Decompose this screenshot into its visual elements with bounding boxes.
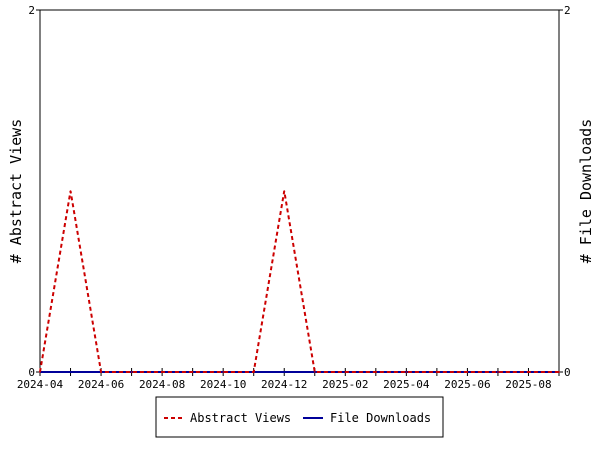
data-point-abstract-views: [375, 371, 377, 373]
data-point-abstract-views: [558, 371, 560, 373]
x-tick-label: 2024-04: [17, 378, 64, 391]
series-line-abstract-views: [39, 190, 559, 373]
series-layer: [39, 190, 560, 373]
x-tick-label: 2025-02: [322, 378, 368, 391]
data-point-abstract-views: [497, 371, 499, 373]
y-left-tick-label: 2: [28, 4, 35, 17]
legend-box: [155, 396, 444, 438]
y-right-tick-label: 2: [564, 4, 571, 17]
x-tick-label: 2024-06: [78, 378, 124, 391]
data-point-abstract-views: [100, 371, 102, 373]
data-point-abstract-views: [39, 371, 41, 373]
y-right-tick-label: 0: [564, 366, 571, 379]
x-tick-label: 2025-06: [444, 378, 490, 391]
y-left-tick-label: 0: [28, 366, 35, 379]
legend-label-abstract-views: Abstract Views: [190, 411, 291, 425]
data-point-abstract-views: [405, 371, 408, 373]
data-point-abstract-views: [313, 371, 316, 373]
data-point-abstract-views: [69, 190, 72, 192]
data-point-abstract-views: [222, 371, 224, 373]
x-tick-label: 2024-10: [200, 378, 246, 391]
x-tick-label: 2024-08: [139, 378, 185, 391]
data-point-abstract-views: [527, 371, 530, 373]
y-axis-right-title: # File Downloads: [577, 119, 595, 264]
x-axis: 2024-04 2024-06 2024-08 2024-10 2024-12 2025-…: [17, 368, 560, 391]
legend-label-file-downloads: File Downloads: [330, 411, 431, 425]
data-point-abstract-views: [283, 190, 286, 192]
data-point-abstract-views: [436, 371, 438, 373]
data-point-abstract-views: [130, 371, 133, 373]
x-tick-label: 2024-12: [261, 378, 307, 391]
data-point-abstract-views: [252, 371, 255, 373]
x-tick-label: 2025-08: [505, 378, 551, 391]
plot-area: [39, 9, 560, 373]
data-point-file-downloads: [69, 371, 72, 373]
data-point-abstract-views: [161, 371, 163, 373]
data-point-abstract-views: [344, 371, 347, 373]
data-point-file-downloads: [283, 371, 286, 373]
data-point-abstract-views: [191, 371, 194, 373]
legend: Abstract Views File Downloads: [155, 396, 444, 438]
data-point-abstract-views: [466, 371, 469, 373]
y-axis-left-title: # Abstract Views: [7, 119, 25, 264]
x-tick-label: 2025-04: [383, 378, 430, 391]
